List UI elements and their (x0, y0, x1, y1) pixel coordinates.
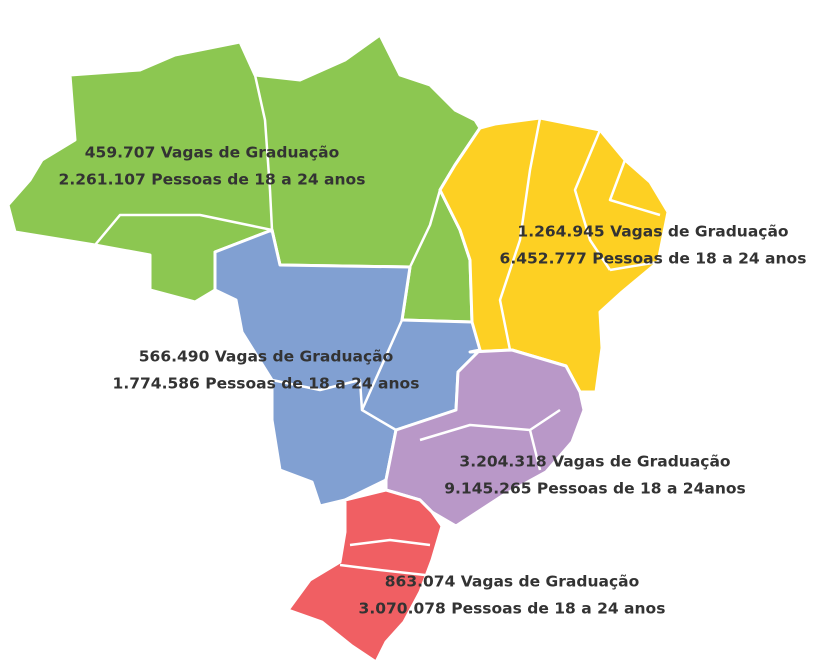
pessoas-label: 9.145.265 Pessoas de 18 a 24anos (444, 480, 746, 498)
region-northeast (438, 116, 670, 394)
region-southeast (384, 348, 586, 528)
vagas-label: 1.264.945 Vagas de Graduação (517, 223, 788, 241)
pessoas-label: 3.070.078 Pessoas de 18 a 24 anos (359, 600, 666, 618)
vagas-label: 3.204.318 Vagas de Graduação (459, 453, 730, 471)
state-border (360, 319, 404, 411)
state-border (271, 378, 397, 432)
state-border (349, 538, 431, 547)
vagas-label: 863.074 Vagas de Graduação (385, 573, 640, 591)
state-border (253, 74, 274, 231)
state-border (608, 159, 661, 217)
pessoas-label: 6.452.777 Pessoas de 18 a 24 anos (500, 250, 807, 268)
state-border (609, 260, 659, 272)
labels: 459.707 Vagas de Graduação 2.261.107 Pess… (59, 144, 807, 618)
pessoas-label: 1.774.586 Pessoas de 18 a 24 anos (113, 375, 420, 393)
state-border (528, 429, 542, 471)
vagas-label: 459.707 Vagas de Graduação (85, 144, 340, 162)
state-border (419, 408, 561, 442)
state-border (408, 189, 442, 268)
state-border (573, 129, 612, 271)
state-border (339, 563, 426, 577)
pessoas-label: 2.261.107 Pessoas de 18 a 24 anos (59, 171, 366, 189)
state-border (94, 213, 273, 246)
state-border (498, 117, 542, 351)
vagas-label: 566.490 Vagas de Graduação (139, 348, 394, 366)
region-south (286, 488, 444, 664)
